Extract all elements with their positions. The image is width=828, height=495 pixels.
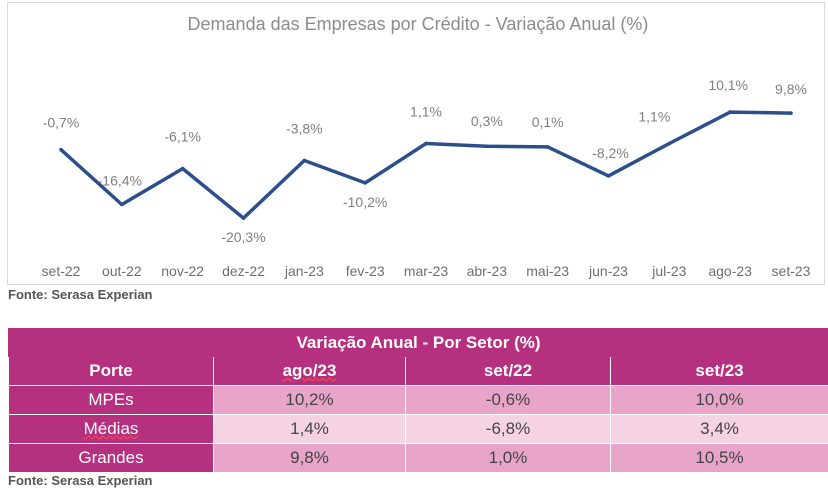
x-tick-label: ago-23 [708, 263, 752, 279]
data-label: -8,2% [592, 145, 629, 161]
data-point [241, 216, 246, 220]
table-cell: 10,5% [609, 443, 828, 473]
data-point [545, 145, 550, 149]
table-row: MPEs 10,2% -0,6% 10,0% [8, 385, 828, 415]
table-row: Grandes 9,8% 1,0% 10,5% [8, 443, 828, 473]
data-point [667, 141, 672, 146]
x-tick-label: set-23 [772, 263, 811, 279]
data-point [120, 202, 124, 207]
row-label: Grandes [8, 443, 214, 473]
column-header-text: ago/23 [282, 361, 337, 380]
column-header: ago/23 [213, 356, 406, 386]
x-tick-label: jul-23 [651, 263, 686, 279]
chart-title: Demanda das Empresas por Crédito - Varia… [188, 14, 649, 34]
table-title: Variação Anual - Por Setor (%) [7, 328, 828, 357]
data-label: -3,8% [286, 121, 323, 137]
x-tick-label: abr-23 [467, 263, 508, 279]
x-tick-label: mar-23 [404, 263, 449, 279]
data-point [424, 141, 428, 146]
data-point [606, 174, 611, 178]
table-cell: 9,8% [213, 443, 406, 473]
table-title-row: Variação Anual - Por Setor (%) [7, 328, 828, 357]
x-tick-label: jun-23 [588, 263, 628, 279]
data-label: -0,7% [43, 115, 80, 131]
table-cell: -6,8% [405, 414, 611, 444]
data-label: -16,4% [98, 172, 142, 188]
x-tick-label: fev-23 [346, 263, 385, 279]
data-label: 1,1% [638, 108, 670, 124]
table-row: Médias 1,4% -6,8% 3,4% [8, 414, 828, 444]
data-point [180, 166, 185, 171]
line-chart-panel: Demanda das Empresas por Crédito - Varia… [7, 2, 825, 285]
data-label: 0,3% [471, 113, 503, 129]
chart-source-note: Fonte: Serasa Experian [8, 287, 153, 302]
table-cell: 1,4% [213, 414, 406, 444]
column-header: set/22 [405, 356, 611, 386]
data-point [363, 181, 367, 185]
data-point [59, 147, 63, 152]
sector-table: Variação Anual - Por Setor (%) Porte ago… [7, 328, 828, 473]
data-label: 9,8% [775, 81, 807, 97]
x-tick-label: set-22 [42, 263, 81, 279]
row-label: MPEs [8, 385, 214, 415]
line-chart: Demanda das Empresas por Crédito - Varia… [42, 14, 811, 279]
table-cell: 3,4% [609, 414, 828, 444]
data-point [728, 110, 732, 114]
column-header: Porte [8, 356, 214, 386]
data-label: -20,3% [221, 229, 265, 245]
table-header-row: Porte ago/23 set/22 set/23 [8, 356, 828, 386]
table-source-note: Fonte: Serasa Experian [8, 473, 153, 488]
data-label: 1,1% [410, 103, 442, 119]
x-tick-label: out-22 [102, 263, 142, 279]
column-header: set/23 [609, 356, 828, 386]
data-point [302, 158, 307, 163]
data-point [789, 111, 793, 115]
table-cell: 1,0% [405, 443, 611, 473]
row-label-text: Médias [83, 419, 139, 438]
data-point [485, 144, 489, 149]
x-tick-label: nov-22 [161, 263, 204, 279]
x-tick-label: dez-22 [222, 263, 265, 279]
row-label: Médias [8, 414, 214, 444]
data-label: 10,1% [708, 77, 748, 93]
table-cell: -0,6% [405, 385, 611, 415]
data-label: -6,1% [164, 129, 201, 145]
x-tick-label: mai-23 [526, 263, 569, 279]
data-label: -10,2% [343, 194, 387, 210]
data-label: 0,1% [532, 114, 564, 130]
table-cell: 10,0% [609, 385, 828, 415]
x-tick-label: jan-23 [284, 263, 324, 279]
table-cell: 10,2% [213, 385, 406, 415]
